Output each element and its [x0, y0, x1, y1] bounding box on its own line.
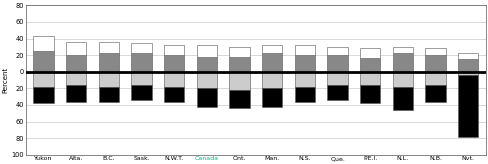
- Bar: [99, 53, 119, 72]
- Bar: [229, 47, 249, 57]
- Bar: [294, 72, 314, 87]
- Bar: [164, 55, 184, 72]
- Bar: [131, 53, 151, 72]
- Bar: [457, 53, 477, 59]
- Bar: [294, 45, 314, 55]
- Bar: [99, 42, 119, 53]
- Bar: [425, 72, 445, 85]
- Y-axis label: Percent: Percent: [3, 67, 9, 93]
- Bar: [229, 72, 249, 90]
- Bar: [99, 87, 119, 102]
- Bar: [262, 45, 282, 53]
- Bar: [131, 85, 151, 100]
- Bar: [457, 72, 477, 75]
- Bar: [164, 45, 184, 55]
- Bar: [327, 72, 347, 85]
- Bar: [327, 47, 347, 55]
- Bar: [196, 45, 217, 57]
- Bar: [294, 87, 314, 102]
- Bar: [164, 87, 184, 102]
- Bar: [327, 85, 347, 100]
- Bar: [262, 88, 282, 107]
- Bar: [359, 49, 380, 58]
- Bar: [262, 53, 282, 72]
- Bar: [33, 36, 54, 51]
- Bar: [33, 72, 54, 87]
- Bar: [359, 58, 380, 72]
- Bar: [66, 72, 86, 85]
- Bar: [229, 57, 249, 72]
- Bar: [425, 55, 445, 72]
- Bar: [392, 87, 412, 110]
- Bar: [66, 55, 86, 72]
- Bar: [33, 87, 54, 103]
- Bar: [66, 85, 86, 102]
- Bar: [425, 49, 445, 55]
- Bar: [262, 72, 282, 88]
- Bar: [196, 57, 217, 72]
- Bar: [359, 72, 380, 85]
- Bar: [164, 72, 184, 87]
- Bar: [457, 59, 477, 72]
- Bar: [33, 51, 54, 72]
- Bar: [457, 75, 477, 137]
- Bar: [392, 53, 412, 72]
- Bar: [66, 42, 86, 55]
- Bar: [392, 47, 412, 53]
- Bar: [359, 85, 380, 103]
- Bar: [294, 55, 314, 72]
- Bar: [425, 85, 445, 102]
- Bar: [99, 72, 119, 87]
- Bar: [392, 72, 412, 87]
- Bar: [131, 43, 151, 53]
- Bar: [196, 88, 217, 107]
- Bar: [327, 55, 347, 72]
- Bar: [196, 72, 217, 88]
- Bar: [131, 72, 151, 85]
- Bar: [229, 90, 249, 108]
